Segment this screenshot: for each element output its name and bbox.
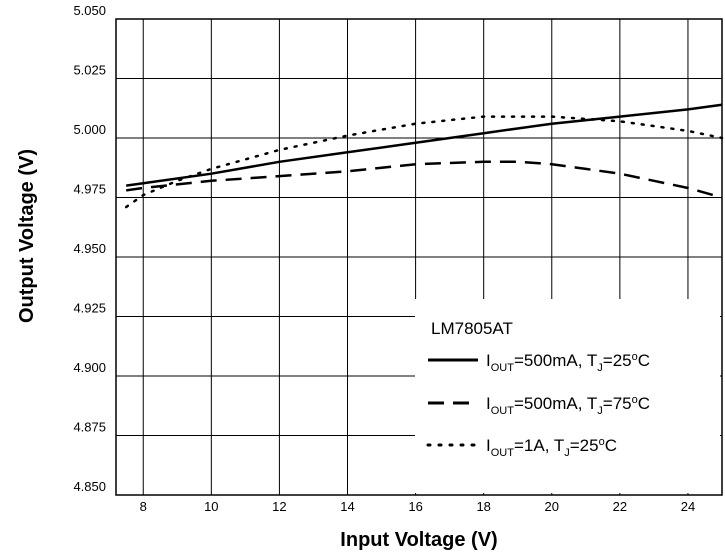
legend-i-rest: =500mA, T <box>514 351 597 370</box>
y-tick-label: 4.950 <box>73 241 106 256</box>
legend-unit: C <box>605 436 617 455</box>
y-tick-label: 4.925 <box>73 301 106 316</box>
legend-t-rest: =25 <box>570 436 599 455</box>
legend-current-symbol: I <box>486 394 491 413</box>
legend-i-rest: =1A, T <box>514 436 564 455</box>
x-tick-label: 14 <box>340 499 354 514</box>
series-line-solid <box>126 103 723 187</box>
legend-unit: C <box>638 351 650 370</box>
x-tick-label: 20 <box>545 499 559 514</box>
legend-i-sub: OUT <box>491 405 515 417</box>
legend-t-sub: J <box>564 447 570 459</box>
x-tick-label: 18 <box>476 499 490 514</box>
x-tick-label: 8 <box>140 499 147 514</box>
legend-sup: o <box>599 436 605 448</box>
y-tick-label: 4.875 <box>73 420 106 435</box>
y-tick-label: 4.850 <box>73 479 106 494</box>
legend-i-sub: OUT <box>491 447 515 459</box>
y-tick-label: 5.025 <box>73 63 106 78</box>
series-line-dotted <box>124 115 724 209</box>
legend-entry-label: IOUT=1A, TJ=25oC <box>486 436 617 459</box>
y-tick-label: 4.900 <box>73 360 106 375</box>
legend-t-sub: J <box>597 362 603 374</box>
legend-t-rest: =75 <box>603 394 632 413</box>
legend-current-symbol: I <box>486 351 491 370</box>
legend-sup: o <box>632 394 638 406</box>
legend-i-rest: =500mA, T <box>514 394 597 413</box>
x-tick-label: 16 <box>408 499 422 514</box>
legend-title: LM7805AT <box>431 319 513 338</box>
y-tick-label: 5.050 <box>73 3 106 18</box>
series-layer <box>124 103 724 209</box>
tick-labels: 8 10 12 14 16 18 20 22 24 4.850 4.875 4.900 4.925 4.9… <box>73 3 695 514</box>
series-line-dashed <box>126 160 723 199</box>
x-tick-label: 12 <box>272 499 286 514</box>
x-tick-label: 10 <box>204 499 218 514</box>
legend: LM7805AT IOUT=500mA, TJ=25oCIOUT=500mA, … <box>415 299 720 493</box>
plot-frame <box>115 18 723 496</box>
x-tick-label: 22 <box>613 499 627 514</box>
legend-t-sub: J <box>597 405 603 417</box>
legend-t-rest: =25 <box>603 351 632 370</box>
legend-i-sub: OUT <box>491 362 515 374</box>
x-axis-title: Input Voltage (V) <box>340 529 497 551</box>
legend-sup: o <box>632 351 638 363</box>
legend-current-symbol: I <box>486 436 491 455</box>
legend-box <box>415 299 720 493</box>
x-tick-label: 24 <box>681 499 695 514</box>
legend-entry-label: IOUT=500mA, TJ=25oC <box>486 351 650 374</box>
legend-entry-label: IOUT=500mA, TJ=75oC <box>486 394 650 417</box>
legend-unit: C <box>638 394 650 413</box>
y-tick-label: 4.975 <box>73 182 106 197</box>
y-tick-label: 5.000 <box>73 122 106 137</box>
y-axis-title: Output Voltage (V) <box>16 149 38 323</box>
